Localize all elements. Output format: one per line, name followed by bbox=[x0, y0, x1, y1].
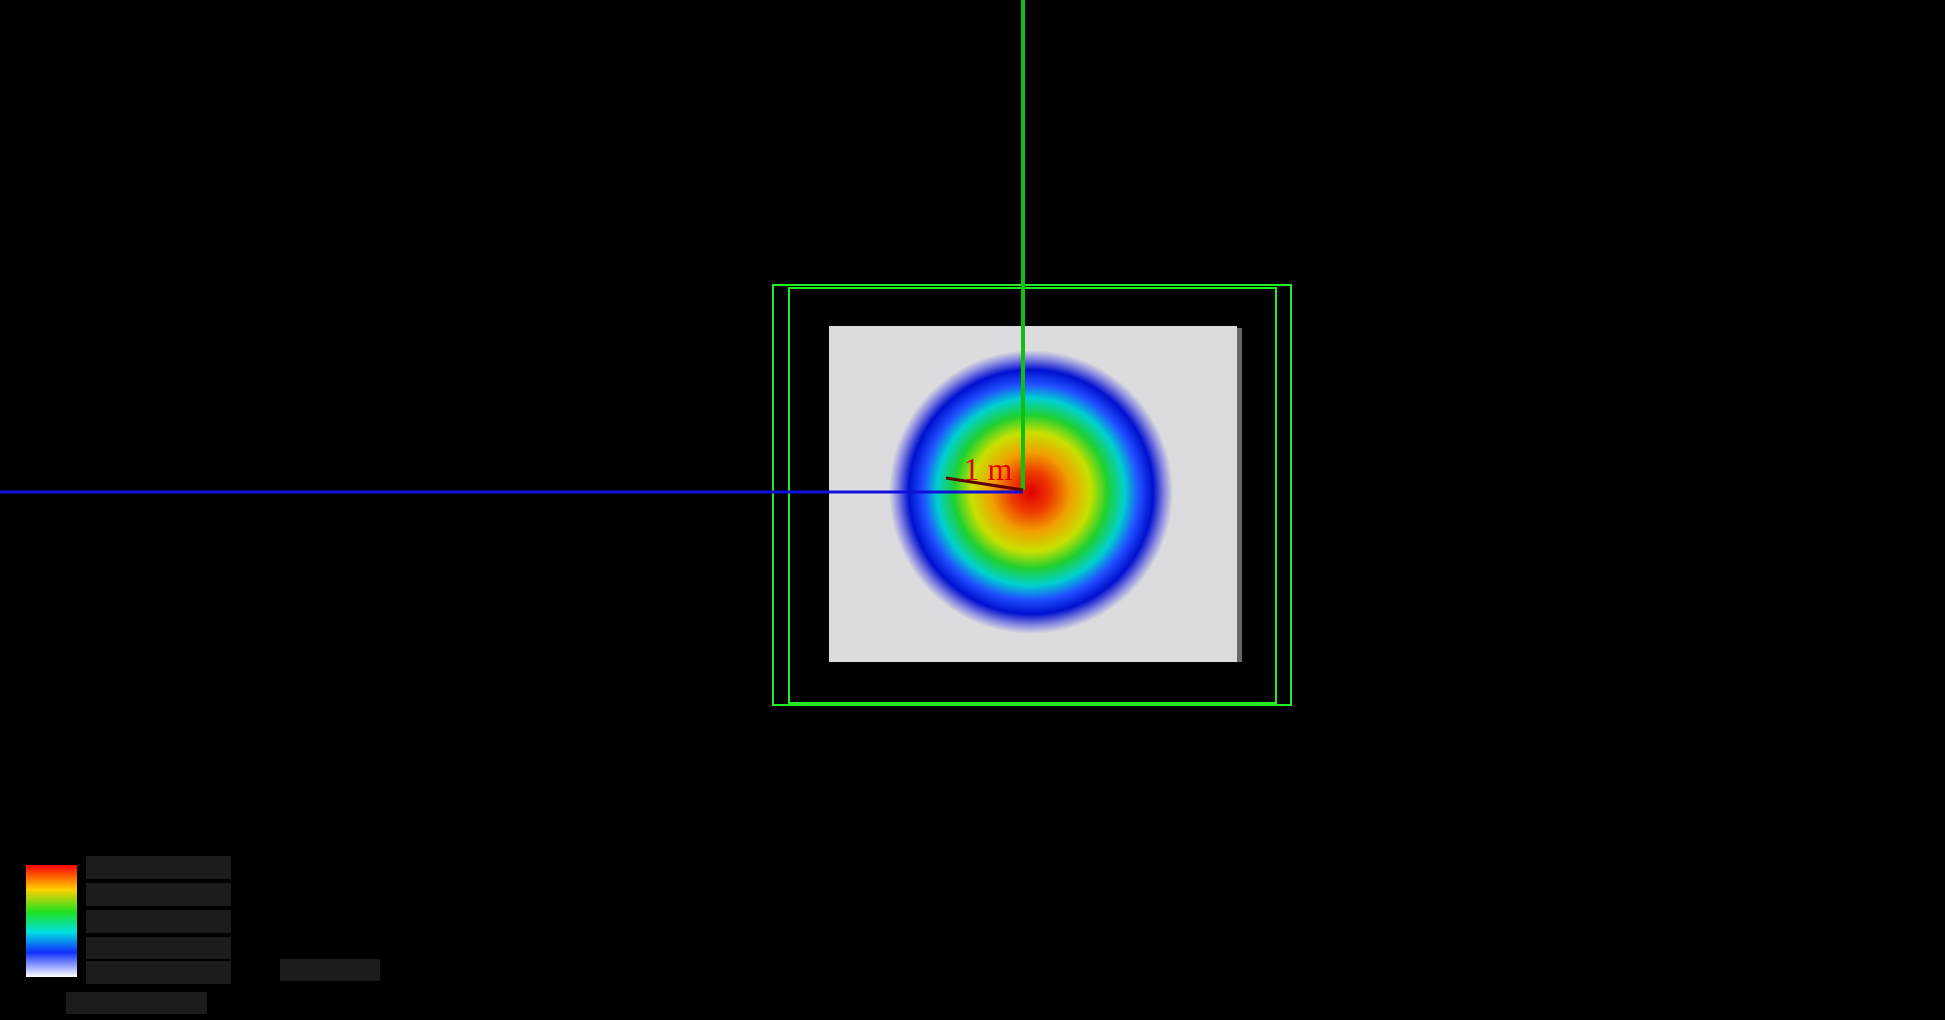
legend-label-box bbox=[86, 883, 231, 906]
bounding-box-inner bbox=[788, 287, 1277, 704]
legend-label-box bbox=[86, 937, 231, 959]
legend-label-box bbox=[86, 910, 231, 933]
legend-label-box bbox=[86, 856, 231, 879]
axis-label: 1 m bbox=[964, 451, 1013, 487]
z-axis bbox=[945, 476, 1024, 492]
legend-title-box bbox=[66, 992, 207, 1014]
heat-map bbox=[889, 350, 1173, 634]
color-legend bbox=[26, 865, 77, 977]
bounding-box-outer bbox=[772, 284, 1292, 706]
info-box bbox=[280, 959, 380, 981]
legend-label-box bbox=[86, 961, 231, 984]
